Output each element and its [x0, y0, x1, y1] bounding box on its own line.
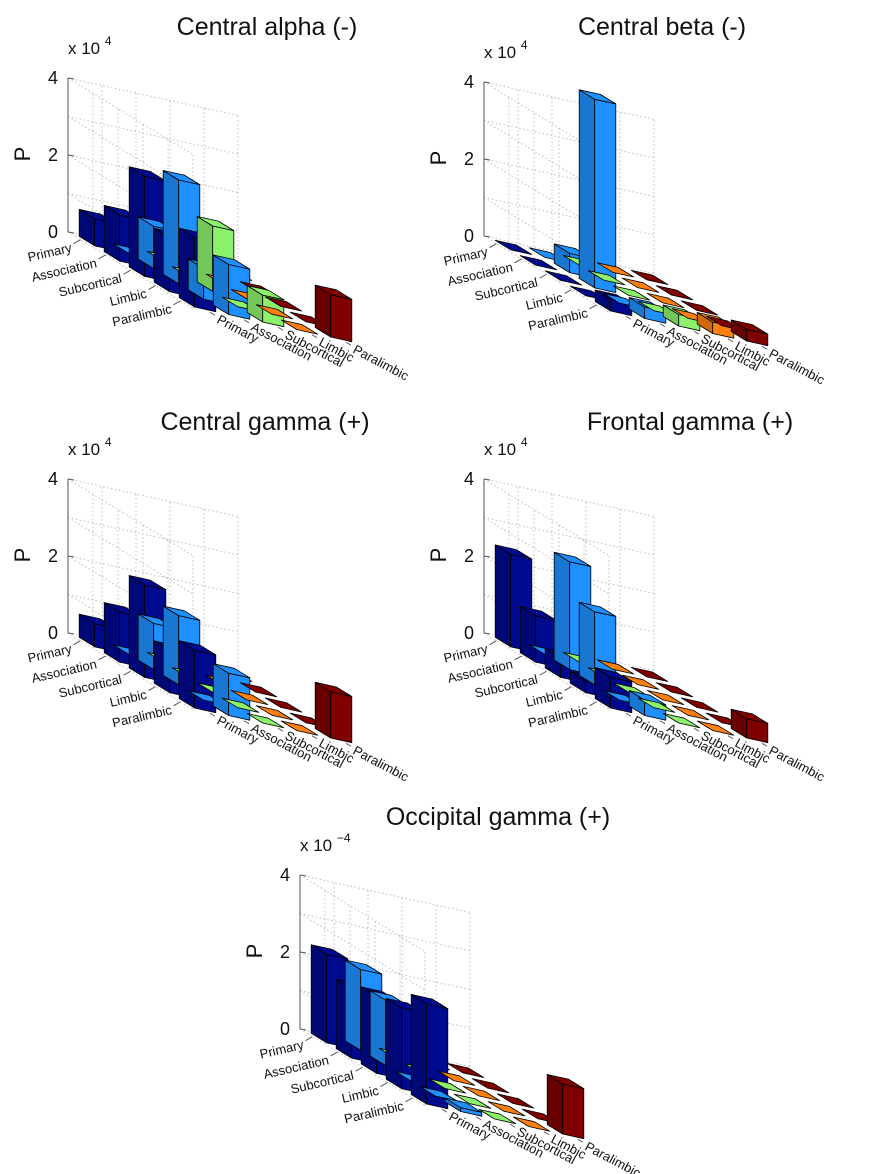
z-tick-label: 4 — [48, 68, 58, 88]
row-label: Limbic — [524, 687, 564, 710]
bar-primary-primary — [495, 240, 532, 254]
bar-subcortical-association — [579, 90, 616, 293]
y-axis-label: P — [10, 548, 35, 563]
z-tick-label: 4 — [48, 469, 58, 489]
z-tick-label: 0 — [48, 222, 58, 242]
column-label: Paralimbic — [351, 743, 412, 785]
row-label: Limbic — [108, 286, 148, 309]
bar-paralimbic-association — [213, 255, 250, 319]
chart-title: Central alpha (-) — [177, 13, 358, 41]
column-label: Paralimbic — [351, 342, 412, 384]
z-tick-label: 4 — [464, 72, 474, 92]
bar-paralimbic-paralimbic — [547, 1075, 584, 1139]
z-tick-label: 2 — [280, 942, 290, 962]
y-axis-label: P — [10, 147, 35, 162]
bar-paralimbic-paralimbic — [315, 682, 352, 742]
row-label: Limbic — [340, 1083, 380, 1106]
z-tick-label: 0 — [48, 623, 58, 643]
scale-exponent: 4 — [521, 38, 528, 52]
chart-title: Central beta (-) — [578, 13, 746, 41]
z-tick-label: 2 — [464, 546, 474, 566]
z-tick-label: 4 — [280, 865, 290, 885]
y-axis-label: P — [426, 548, 451, 563]
z-tick-label: 2 — [48, 546, 58, 566]
column-label: Paralimbic — [583, 1139, 644, 1174]
chart-title: Central gamma (+) — [160, 408, 369, 436]
scale-exponent: 4 — [105, 435, 112, 449]
chart-title: Occipital gamma (+) — [386, 803, 610, 831]
bar-paralimbic-subcortical — [247, 286, 284, 327]
z-tick-label: 2 — [48, 145, 58, 165]
z-tick-label: 0 — [280, 1019, 290, 1039]
scale-multiplier: x 10 4 — [484, 435, 528, 459]
row-label: Limbic — [108, 687, 148, 710]
scale-multiplier: x 10 4 — [68, 435, 112, 459]
bar-paralimbic-association — [213, 664, 250, 721]
chart-title: Frontal gamma (+) — [587, 408, 793, 436]
bar-paralimbic-paralimbic — [731, 709, 768, 742]
column-label: Paralimbic — [767, 743, 828, 785]
bar-paralimbic-paralimbic — [315, 285, 352, 342]
scale-multiplier: x 10 4 — [484, 38, 528, 62]
z-tick-label: 4 — [464, 469, 474, 489]
z-tick-label: 0 — [464, 623, 474, 643]
scale-multiplier: x 10 4 — [68, 34, 112, 58]
scale-exponent: 4 — [105, 34, 112, 48]
scale-exponent: 4 — [521, 435, 528, 449]
chart-panel-4: 024Px 10 4Frontal gamma (+)PrimaryAssoci… — [426, 408, 828, 785]
scale-exponent: −4 — [337, 831, 351, 845]
scale-multiplier: x 10 −4 — [300, 831, 351, 855]
row-label: Limbic — [524, 290, 564, 313]
z-tick-label: 2 — [464, 149, 474, 169]
y-axis-label: P — [242, 944, 267, 959]
column-label: Paralimbic — [767, 346, 828, 388]
y-axis-label: P — [426, 151, 451, 166]
z-tick-label: 0 — [464, 226, 474, 246]
